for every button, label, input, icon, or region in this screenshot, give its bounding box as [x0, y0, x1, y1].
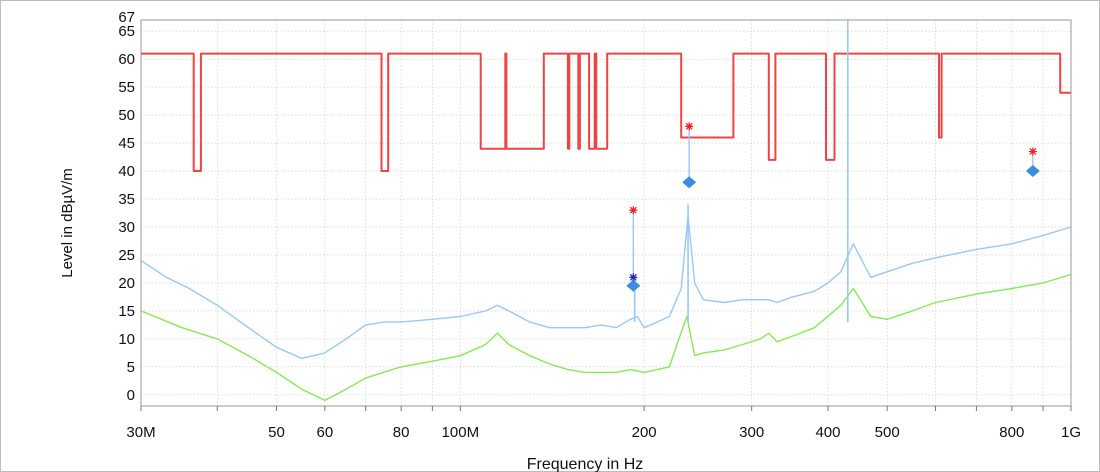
y-tick-label: 35 — [118, 191, 135, 208]
x-tick-label: 30M — [126, 424, 155, 441]
marker-star — [629, 206, 638, 215]
x-tick-label: 1G — [1061, 424, 1081, 441]
x-tick-label: 200 — [632, 424, 657, 441]
y-tick-label: 0 — [127, 387, 135, 404]
marker-star — [1028, 147, 1037, 156]
y-tick-label: 50 — [118, 107, 135, 124]
y-tick-label: 5 — [127, 359, 135, 376]
x-tick-label: 500 — [875, 424, 900, 441]
y-tick-label: 55 — [118, 79, 135, 96]
x-tick-label: 800 — [999, 424, 1024, 441]
x-tick-label: 80 — [393, 424, 410, 441]
y-tick-label: 45 — [118, 135, 135, 152]
limit-series-line — [141, 52, 1071, 172]
marker-diamond — [682, 176, 697, 189]
grid — [141, 19, 1071, 406]
x-tick-label: 60 — [316, 424, 333, 441]
y-axis-label: Level in dBµV/m — [59, 168, 76, 278]
x-tick-label: 300 — [739, 424, 764, 441]
x-axis-ticks: 30M 50 60 80 100M 200 300 400 500 800 1G — [126, 406, 1081, 441]
peak-series-line — [140, 215, 1072, 360]
y-tick-label: 25 — [118, 247, 135, 264]
y-tick-label: 40 — [118, 163, 135, 180]
average-series-line — [140, 273, 1072, 402]
y-tick-label: 67 — [118, 9, 135, 26]
y-tick-label: 15 — [118, 303, 135, 320]
y-tick-label: 60 — [118, 51, 135, 68]
x-tick-label: 100M — [442, 424, 480, 441]
plot-area — [140, 19, 1072, 407]
series-layer — [140, 20, 1072, 402]
x-tick-label: 400 — [815, 424, 840, 441]
marker-star — [685, 122, 694, 131]
marker-diamond — [1025, 165, 1040, 178]
x-tick-label: 50 — [268, 424, 285, 441]
marker-star — [629, 273, 638, 282]
markers-layer — [626, 122, 1040, 292]
y-tick-label: 10 — [118, 331, 135, 348]
y-tick-label: 20 — [118, 275, 135, 292]
x-axis-label: Frequency in Hz — [527, 456, 644, 472]
y-tick-label: 30 — [118, 219, 135, 236]
marker-diamond — [626, 279, 641, 292]
y-tick-label: 65 — [118, 23, 135, 40]
